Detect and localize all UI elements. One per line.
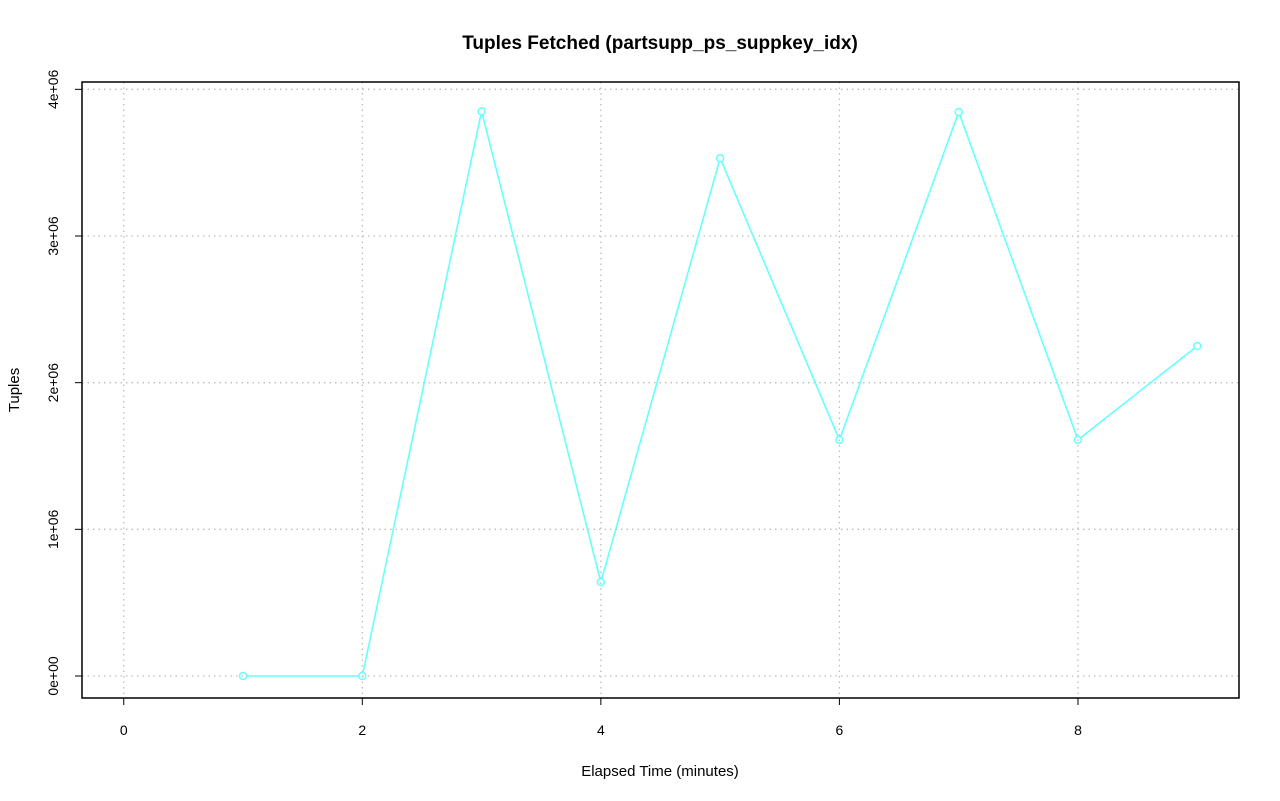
y-tick-label: 2e+06	[45, 363, 61, 403]
chart-title: Tuples Fetched (partsupp_ps_suppkey_idx)	[462, 33, 858, 54]
series-line-segment	[959, 115, 1078, 437]
series-line-segment	[601, 161, 720, 579]
plot-frame	[81, 81, 1240, 699]
grid	[82, 82, 1239, 698]
y-tick-label: 1e+06	[45, 509, 61, 549]
y-axis-label: Tuples	[6, 368, 23, 412]
x-tick-label: 8	[1074, 722, 1082, 738]
series-line-segment	[362, 115, 482, 673]
data-point	[238, 671, 248, 681]
x-tick-label: 0	[120, 722, 128, 738]
series-line-segment	[720, 161, 839, 437]
data-point	[1193, 341, 1202, 351]
y-tick-label: 4e+06	[45, 69, 61, 109]
x-tick-label: 2	[358, 722, 366, 738]
data-point	[596, 577, 606, 587]
y-tick-label: 0e+00	[45, 656, 61, 696]
x-tick-label: 6	[836, 722, 844, 738]
x-axis: 0 2 4 6 8	[120, 698, 1082, 738]
series-line-segment	[481, 115, 601, 579]
data-point	[715, 154, 725, 163]
series-line-segment	[840, 115, 959, 437]
data-point	[358, 671, 367, 681]
y-tick-label: 3e+06	[45, 216, 61, 256]
data-point	[1073, 435, 1083, 445]
data-point	[954, 107, 963, 117]
series-line-segment	[1080, 347, 1195, 439]
x-tick-label: 4	[597, 722, 605, 738]
series-line-group	[247, 115, 1195, 677]
x-axis-label: Elapsed Time (minutes)	[581, 763, 739, 780]
data-point	[477, 107, 486, 116]
series-points-group	[238, 107, 1202, 681]
data-point	[835, 435, 844, 445]
y-axis: 0e+00 1e+06 2e+06 3e+06 4e+06	[45, 69, 82, 696]
